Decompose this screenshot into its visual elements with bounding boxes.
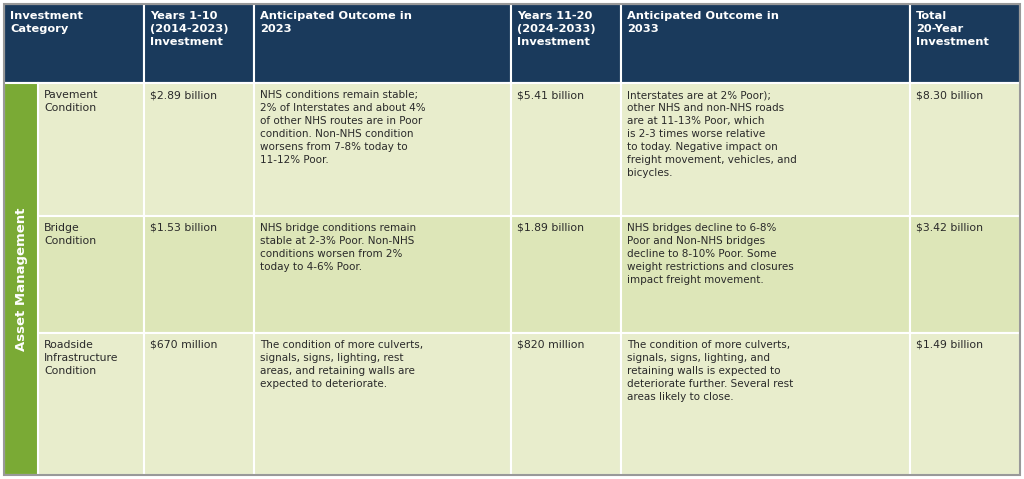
Text: $2.89 billion: $2.89 billion (150, 90, 217, 100)
Text: $1.49 billion: $1.49 billion (916, 340, 983, 350)
Text: $3.42 billion: $3.42 billion (916, 223, 983, 233)
Bar (910, 4, 1020, 83)
Text: Pavement
Condition: Pavement Condition (44, 90, 98, 114)
Text: Investment
Category: Investment Category (10, 11, 83, 34)
Text: $1.89 billion: $1.89 billion (517, 223, 584, 233)
Bar (254, 83, 511, 216)
Text: Years 1-10
(2014-2023)
Investment: Years 1-10 (2014-2023) Investment (150, 11, 228, 46)
Bar (143, 216, 254, 333)
Bar (254, 4, 511, 83)
Text: Years 11-20
(2024-2033)
Investment: Years 11-20 (2024-2033) Investment (517, 11, 595, 46)
Bar (511, 83, 621, 216)
Bar (511, 216, 621, 333)
Text: Asset Management: Asset Management (14, 207, 28, 351)
Bar (143, 4, 254, 83)
Bar (4, 4, 143, 83)
Bar (621, 216, 910, 333)
Text: Interstates are at 2% Poor);
other NHS and non-NHS roads
are at 11-13% Poor, whi: Interstates are at 2% Poor); other NHS a… (627, 90, 797, 178)
Bar (511, 4, 621, 83)
Text: The condition of more culverts,
signals, signs, lighting, rest
areas, and retain: The condition of more culverts, signals,… (260, 340, 423, 389)
Bar (38, 333, 143, 475)
Bar (621, 83, 910, 216)
Text: The condition of more culverts,
signals, signs, lighting, and
retaining walls is: The condition of more culverts, signals,… (627, 340, 793, 402)
Bar (38, 216, 143, 333)
Bar (254, 216, 511, 333)
Text: NHS bridge conditions remain
stable at 2-3% Poor. Non-NHS
conditions worsen from: NHS bridge conditions remain stable at 2… (260, 223, 416, 272)
Text: Bridge
Condition: Bridge Condition (44, 223, 96, 246)
Text: Anticipated Outcome in
2023: Anticipated Outcome in 2023 (260, 11, 412, 34)
Bar (910, 333, 1020, 475)
Bar (910, 83, 1020, 216)
Text: $5.41 billion: $5.41 billion (517, 90, 584, 100)
Bar (511, 333, 621, 475)
Text: $670 million: $670 million (150, 340, 217, 350)
Bar (38, 83, 143, 216)
Text: $820 million: $820 million (517, 340, 584, 350)
Text: Total
20-Year
Investment: Total 20-Year Investment (916, 11, 989, 46)
Bar (143, 83, 254, 216)
Bar (4, 83, 38, 475)
Bar (143, 333, 254, 475)
Bar (621, 4, 910, 83)
Bar (254, 333, 511, 475)
Text: $8.30 billion: $8.30 billion (916, 90, 983, 100)
Text: NHS conditions remain stable;
2% of Interstates and about 4%
of other NHS routes: NHS conditions remain stable; 2% of Inte… (260, 90, 425, 165)
Text: $1.53 billion: $1.53 billion (150, 223, 217, 233)
Text: NHS bridges decline to 6-8%
Poor and Non-NHS bridges
decline to 8-10% Poor. Some: NHS bridges decline to 6-8% Poor and Non… (627, 223, 794, 285)
Text: Anticipated Outcome in
2033: Anticipated Outcome in 2033 (627, 11, 779, 34)
Bar (910, 216, 1020, 333)
Bar (621, 333, 910, 475)
Text: Roadside
Infrastructure
Condition: Roadside Infrastructure Condition (44, 340, 119, 376)
